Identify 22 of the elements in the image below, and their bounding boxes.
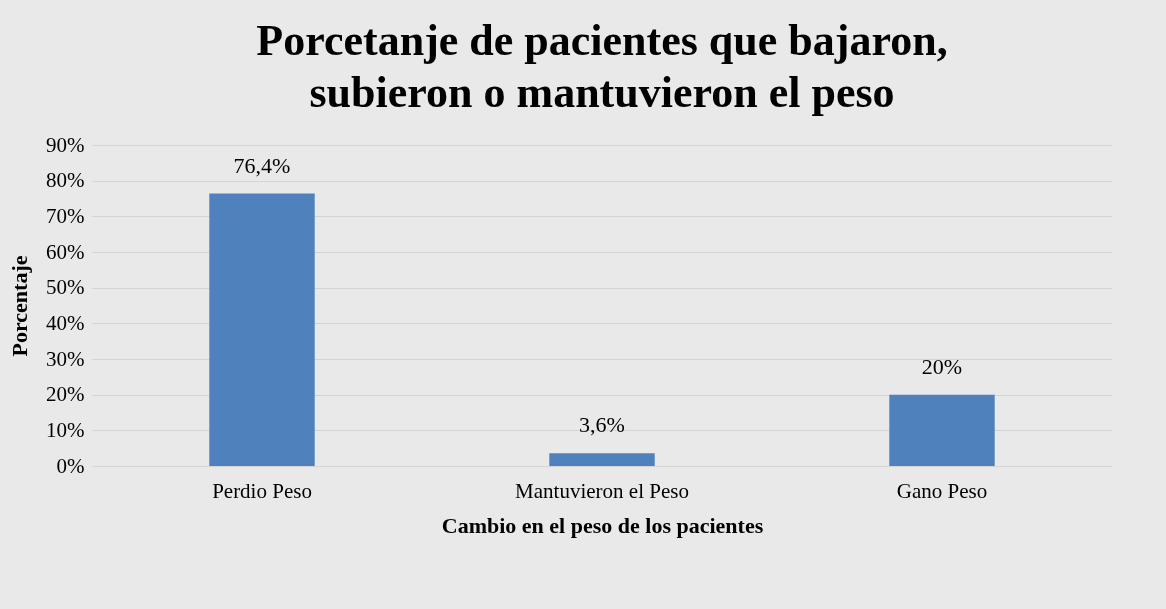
data-label: 20% (921, 353, 963, 379)
x-tick-label: Gano Peso (896, 478, 988, 503)
data-label: 3,6% (579, 412, 625, 438)
x-axis-title: Cambio en el peso de los pacientes (441, 512, 764, 538)
data-label: 76,4% (233, 152, 291, 178)
y-tick-label: 60% (46, 239, 85, 264)
y-tick-label: 80% (46, 168, 85, 193)
y-tick-label: 50% (46, 275, 85, 300)
x-tick-label: Mantuvieron el Peso (515, 478, 689, 503)
y-axis-title: Porcentaje (7, 255, 33, 357)
y-tick-label: 30% (46, 346, 85, 371)
bar (889, 394, 995, 466)
y-tick-label: 10% (46, 417, 85, 442)
x-tick-label: Perdio Peso (212, 478, 312, 503)
bar (209, 193, 315, 466)
y-tick-label: 90% (46, 132, 85, 157)
y-tick-label: 40% (46, 310, 85, 335)
bar (549, 453, 655, 466)
y-tick-label: 20% (46, 382, 85, 407)
chart-title: Porcetanje de pacientes que bajaron, subieron o mantuvieron el peso (256, 16, 948, 117)
y-tick-label: 70% (46, 203, 85, 228)
y-tick-label: 0% (56, 453, 85, 478)
